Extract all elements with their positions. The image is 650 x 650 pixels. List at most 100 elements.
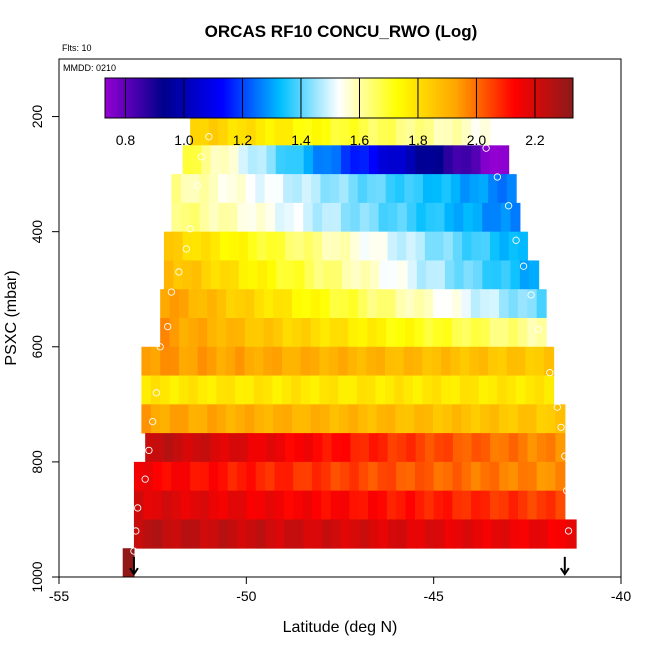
- heatmap-cell: [367, 289, 378, 319]
- heatmap-cell: [453, 519, 464, 549]
- heatmap-cell: [276, 260, 287, 290]
- heatmap-cell: [283, 490, 294, 520]
- heatmap-cell: [499, 461, 510, 492]
- heatmap-cell: [265, 116, 276, 146]
- heatmap-cell: [310, 318, 321, 348]
- heatmap-cell: [369, 260, 380, 290]
- heatmap-cell: [338, 346, 349, 376]
- heatmap-cell: [292, 174, 303, 204]
- heatmap-cell: [425, 202, 436, 233]
- heatmap-cell: [510, 519, 521, 549]
- heatmap-cell: [377, 490, 388, 520]
- heatmap-cell: [178, 289, 189, 319]
- heatmap-cell: [480, 289, 491, 319]
- heatmap-cell: [508, 289, 519, 319]
- heatmap-cell: [452, 145, 463, 175]
- heatmap-cell: [350, 519, 361, 549]
- heatmap-cell: [517, 318, 528, 348]
- heatmap-cell: [435, 260, 446, 290]
- heatmap-cell: [527, 433, 538, 463]
- heatmap-cell: [489, 145, 500, 175]
- heatmap-cell: [490, 433, 501, 463]
- heatmap-cell: [527, 318, 538, 348]
- heatmap-row: [141, 375, 555, 405]
- heatmap-cell: [534, 375, 545, 405]
- heatmap-cell: [506, 174, 517, 204]
- heatmap-cell: [357, 289, 368, 319]
- heatmap-cell: [497, 375, 508, 405]
- heatmap-cell: [506, 346, 517, 376]
- heatmap-cell: [207, 404, 218, 434]
- heatmap-cell: [406, 202, 417, 233]
- heatmap-cell: [160, 318, 171, 348]
- heatmap-cell: [519, 260, 530, 290]
- heatmap-cell: [275, 145, 286, 175]
- colorbar-tick-label: 2.2: [525, 132, 545, 148]
- heatmap-cell: [293, 490, 304, 520]
- heatmap-cell: [441, 375, 452, 405]
- heatmap-cell: [461, 289, 472, 319]
- heatmap-cell: [422, 174, 433, 204]
- heatmap-cell: [141, 375, 152, 405]
- heatmap-cell: [525, 375, 536, 405]
- heatmap-cell: [160, 289, 171, 319]
- heatmap-cell: [263, 375, 274, 405]
- heatmap-cell: [394, 375, 405, 405]
- heatmap-cell: [273, 404, 284, 434]
- heatmap-cell: [273, 318, 284, 348]
- heatmap-cell: [291, 346, 302, 376]
- heatmap-cell: [283, 116, 294, 146]
- heatmap-cell: [338, 318, 350, 348]
- heatmap-cell: [322, 433, 333, 463]
- heatmap-cell: [525, 346, 536, 376]
- heatmap-cell: [225, 375, 236, 405]
- heatmap-cell: [450, 375, 461, 405]
- heatmap-cell: [331, 433, 342, 463]
- heatmap-cell: [413, 375, 424, 405]
- heatmap-cell: [238, 145, 249, 175]
- heatmap-cell: [160, 346, 171, 376]
- heatmap-cell: [303, 519, 314, 549]
- heatmap-cell: [431, 346, 442, 376]
- heatmap-cell: [244, 346, 255, 376]
- heatmap-cell: [413, 346, 424, 376]
- heatmap-cell: [218, 116, 229, 146]
- heatmap-cell: [319, 375, 330, 405]
- heatmap-cell: [386, 318, 397, 348]
- heatmap-cell: [424, 231, 435, 261]
- heatmap-cell: [291, 375, 302, 405]
- heatmap-cell: [480, 433, 491, 463]
- heatmap-cell: [227, 174, 238, 204]
- heatmap-cell: [257, 145, 268, 175]
- heatmap-cell: [461, 116, 472, 146]
- heatmap-cell: [489, 289, 500, 319]
- heatmap-cell: [207, 318, 218, 348]
- heatmap-cell: [303, 433, 314, 463]
- x-tick-label: -45: [424, 588, 444, 604]
- heatmap-cell: [300, 375, 311, 405]
- heatmap-cell: [454, 260, 465, 290]
- heatmap-cell: [359, 231, 370, 261]
- heatmap-cell: [340, 461, 350, 492]
- heatmap-cell: [433, 289, 444, 319]
- heatmap-cell: [284, 202, 295, 233]
- heatmap-cell: [497, 346, 508, 376]
- heatmap-cell: [226, 289, 237, 319]
- heatmap-cell: [227, 202, 238, 233]
- heatmap-cell: [210, 433, 221, 463]
- heatmap-cell: [226, 318, 237, 348]
- heatmap-cell: [460, 174, 471, 204]
- heatmap-cell: [367, 174, 377, 204]
- heatmap-cell: [210, 231, 221, 261]
- heatmap-cell: [499, 433, 510, 463]
- heatmap-cell: [413, 174, 424, 204]
- heatmap-cell: [301, 289, 312, 319]
- heatmap-cell: [433, 318, 444, 348]
- heatmap-cell: [384, 375, 395, 405]
- heatmap-cell: [348, 318, 359, 348]
- heatmap-cell: [282, 289, 293, 319]
- heatmap-cell: [320, 289, 331, 319]
- heatmap-row: [122, 548, 135, 578]
- heatmap-cell: [264, 174, 275, 204]
- heatmap-cell: [329, 318, 340, 348]
